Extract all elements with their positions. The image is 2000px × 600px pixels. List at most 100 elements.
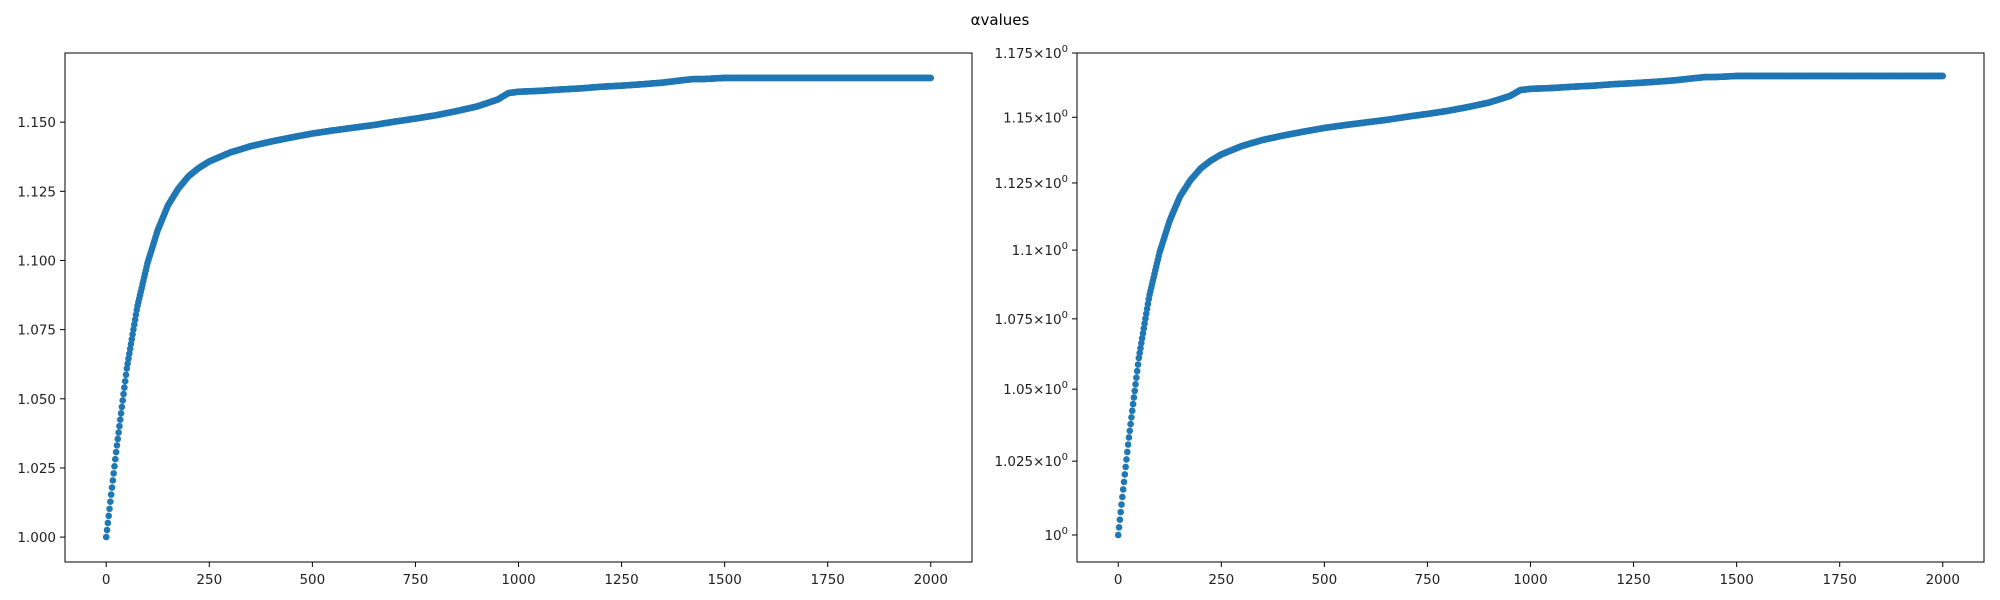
data-point	[115, 429, 122, 436]
data-point	[1130, 394, 1138, 401]
y-tick-label: 1.15×100	[1003, 108, 1068, 126]
data-point	[124, 360, 131, 367]
y-tick-label: 1.075×100	[994, 310, 1068, 328]
data-point	[120, 390, 127, 398]
data-point	[125, 355, 132, 362]
y-tick-label: 1.175×100	[994, 44, 1068, 62]
data-point	[1142, 310, 1150, 318]
x-tick-label: 500	[1311, 572, 1337, 588]
y-tick-label: 1.05×100	[1003, 380, 1068, 398]
data-point	[1135, 354, 1143, 362]
x-tick-label: 1750	[811, 572, 845, 588]
axes-frame	[1076, 52, 1985, 563]
data-point	[1138, 334, 1146, 342]
right-plot: 0 250 500 750 1000 1250 1500 1750 2000 100 1.025×1…	[994, 44, 1985, 588]
x-tick-label: 2000	[914, 572, 948, 588]
data-point	[1939, 72, 1947, 80]
y-tick-label: 1.000	[17, 530, 56, 546]
data-point	[1124, 441, 1132, 448]
x-tick-label: 1250	[604, 572, 638, 588]
data-point	[1142, 315, 1149, 322]
data-point	[1138, 339, 1145, 347]
data-point	[112, 448, 120, 456]
x-tick-label: 1750	[1823, 572, 1857, 588]
x-tick-label: 750	[1415, 572, 1441, 588]
data-point	[128, 335, 136, 343]
y-tick-label: 1.1×100	[1012, 241, 1068, 259]
data-point	[1129, 400, 1137, 408]
data-point	[111, 462, 118, 470]
y-tick-label: 1.125×100	[994, 174, 1068, 192]
data-point	[129, 330, 136, 338]
x-tick-label: 1000	[501, 572, 535, 588]
data-point	[1126, 427, 1134, 435]
data-point	[1144, 300, 1152, 308]
data-point	[1119, 493, 1126, 501]
data-point	[113, 442, 121, 449]
axes-frame	[64, 52, 973, 563]
data-point	[1133, 374, 1140, 381]
figure-title: αvalues	[971, 11, 1030, 29]
data-point	[1141, 320, 1148, 327]
x-tick-label: 500	[299, 572, 325, 588]
data-point	[126, 345, 134, 353]
x-tick-label: 250	[1208, 572, 1234, 588]
series-points	[1114, 72, 1947, 539]
data-point	[1131, 387, 1139, 395]
data-point	[121, 377, 129, 385]
data-point	[114, 435, 122, 443]
data-point	[117, 409, 125, 417]
data-point	[102, 533, 110, 541]
data-point	[116, 416, 124, 424]
data-point	[112, 455, 119, 463]
data-point	[1132, 380, 1139, 388]
data-point	[1120, 478, 1128, 486]
data-point	[1116, 516, 1124, 524]
data-point	[927, 74, 935, 82]
data-point	[131, 316, 139, 323]
data-point	[1134, 361, 1142, 368]
x-tick-label: 1250	[1616, 572, 1650, 588]
data-point	[1124, 448, 1131, 456]
data-point	[108, 484, 116, 491]
data-point	[1128, 407, 1136, 415]
y-tick-label: 1.100	[17, 253, 56, 269]
data-point	[119, 397, 127, 404]
data-point	[130, 321, 138, 328]
data-point	[118, 403, 126, 411]
y-tick-label: 1.025×100	[994, 452, 1068, 470]
data-point	[132, 311, 140, 319]
x-tick-label: 1500	[707, 572, 741, 588]
data-point	[107, 498, 114, 505]
data-point	[107, 491, 115, 498]
data-point	[110, 470, 117, 477]
data-point	[1123, 456, 1130, 463]
data-point	[122, 371, 130, 379]
data-point	[106, 505, 113, 513]
x-tick-label: 0	[102, 572, 111, 588]
data-point	[1119, 486, 1127, 493]
data-point	[123, 365, 131, 372]
data-point	[1122, 463, 1129, 471]
data-point	[130, 326, 137, 333]
data-point	[1118, 501, 1125, 508]
y-tick-label: 1.050	[17, 392, 56, 408]
data-point	[126, 350, 133, 358]
data-point	[1127, 420, 1134, 428]
data-point	[1140, 325, 1148, 332]
data-point	[1121, 471, 1129, 478]
data-point	[104, 519, 112, 527]
data-point	[1128, 414, 1135, 421]
data-point	[1139, 330, 1147, 337]
data-point	[1117, 508, 1124, 516]
y-tick-label: 1.025	[17, 461, 56, 477]
x-tick-label: 750	[403, 572, 429, 588]
x-tick-label: 1500	[1719, 572, 1753, 588]
data-point	[121, 384, 128, 391]
data-point	[1143, 305, 1151, 313]
y-tick-label: 100	[1044, 526, 1068, 544]
left-plot: 0 250 500 750 1000 1250 1500 1750 2000 1.000 1.025…	[17, 52, 973, 588]
x-tick-label: 250	[196, 572, 222, 588]
data-point	[1115, 524, 1123, 531]
